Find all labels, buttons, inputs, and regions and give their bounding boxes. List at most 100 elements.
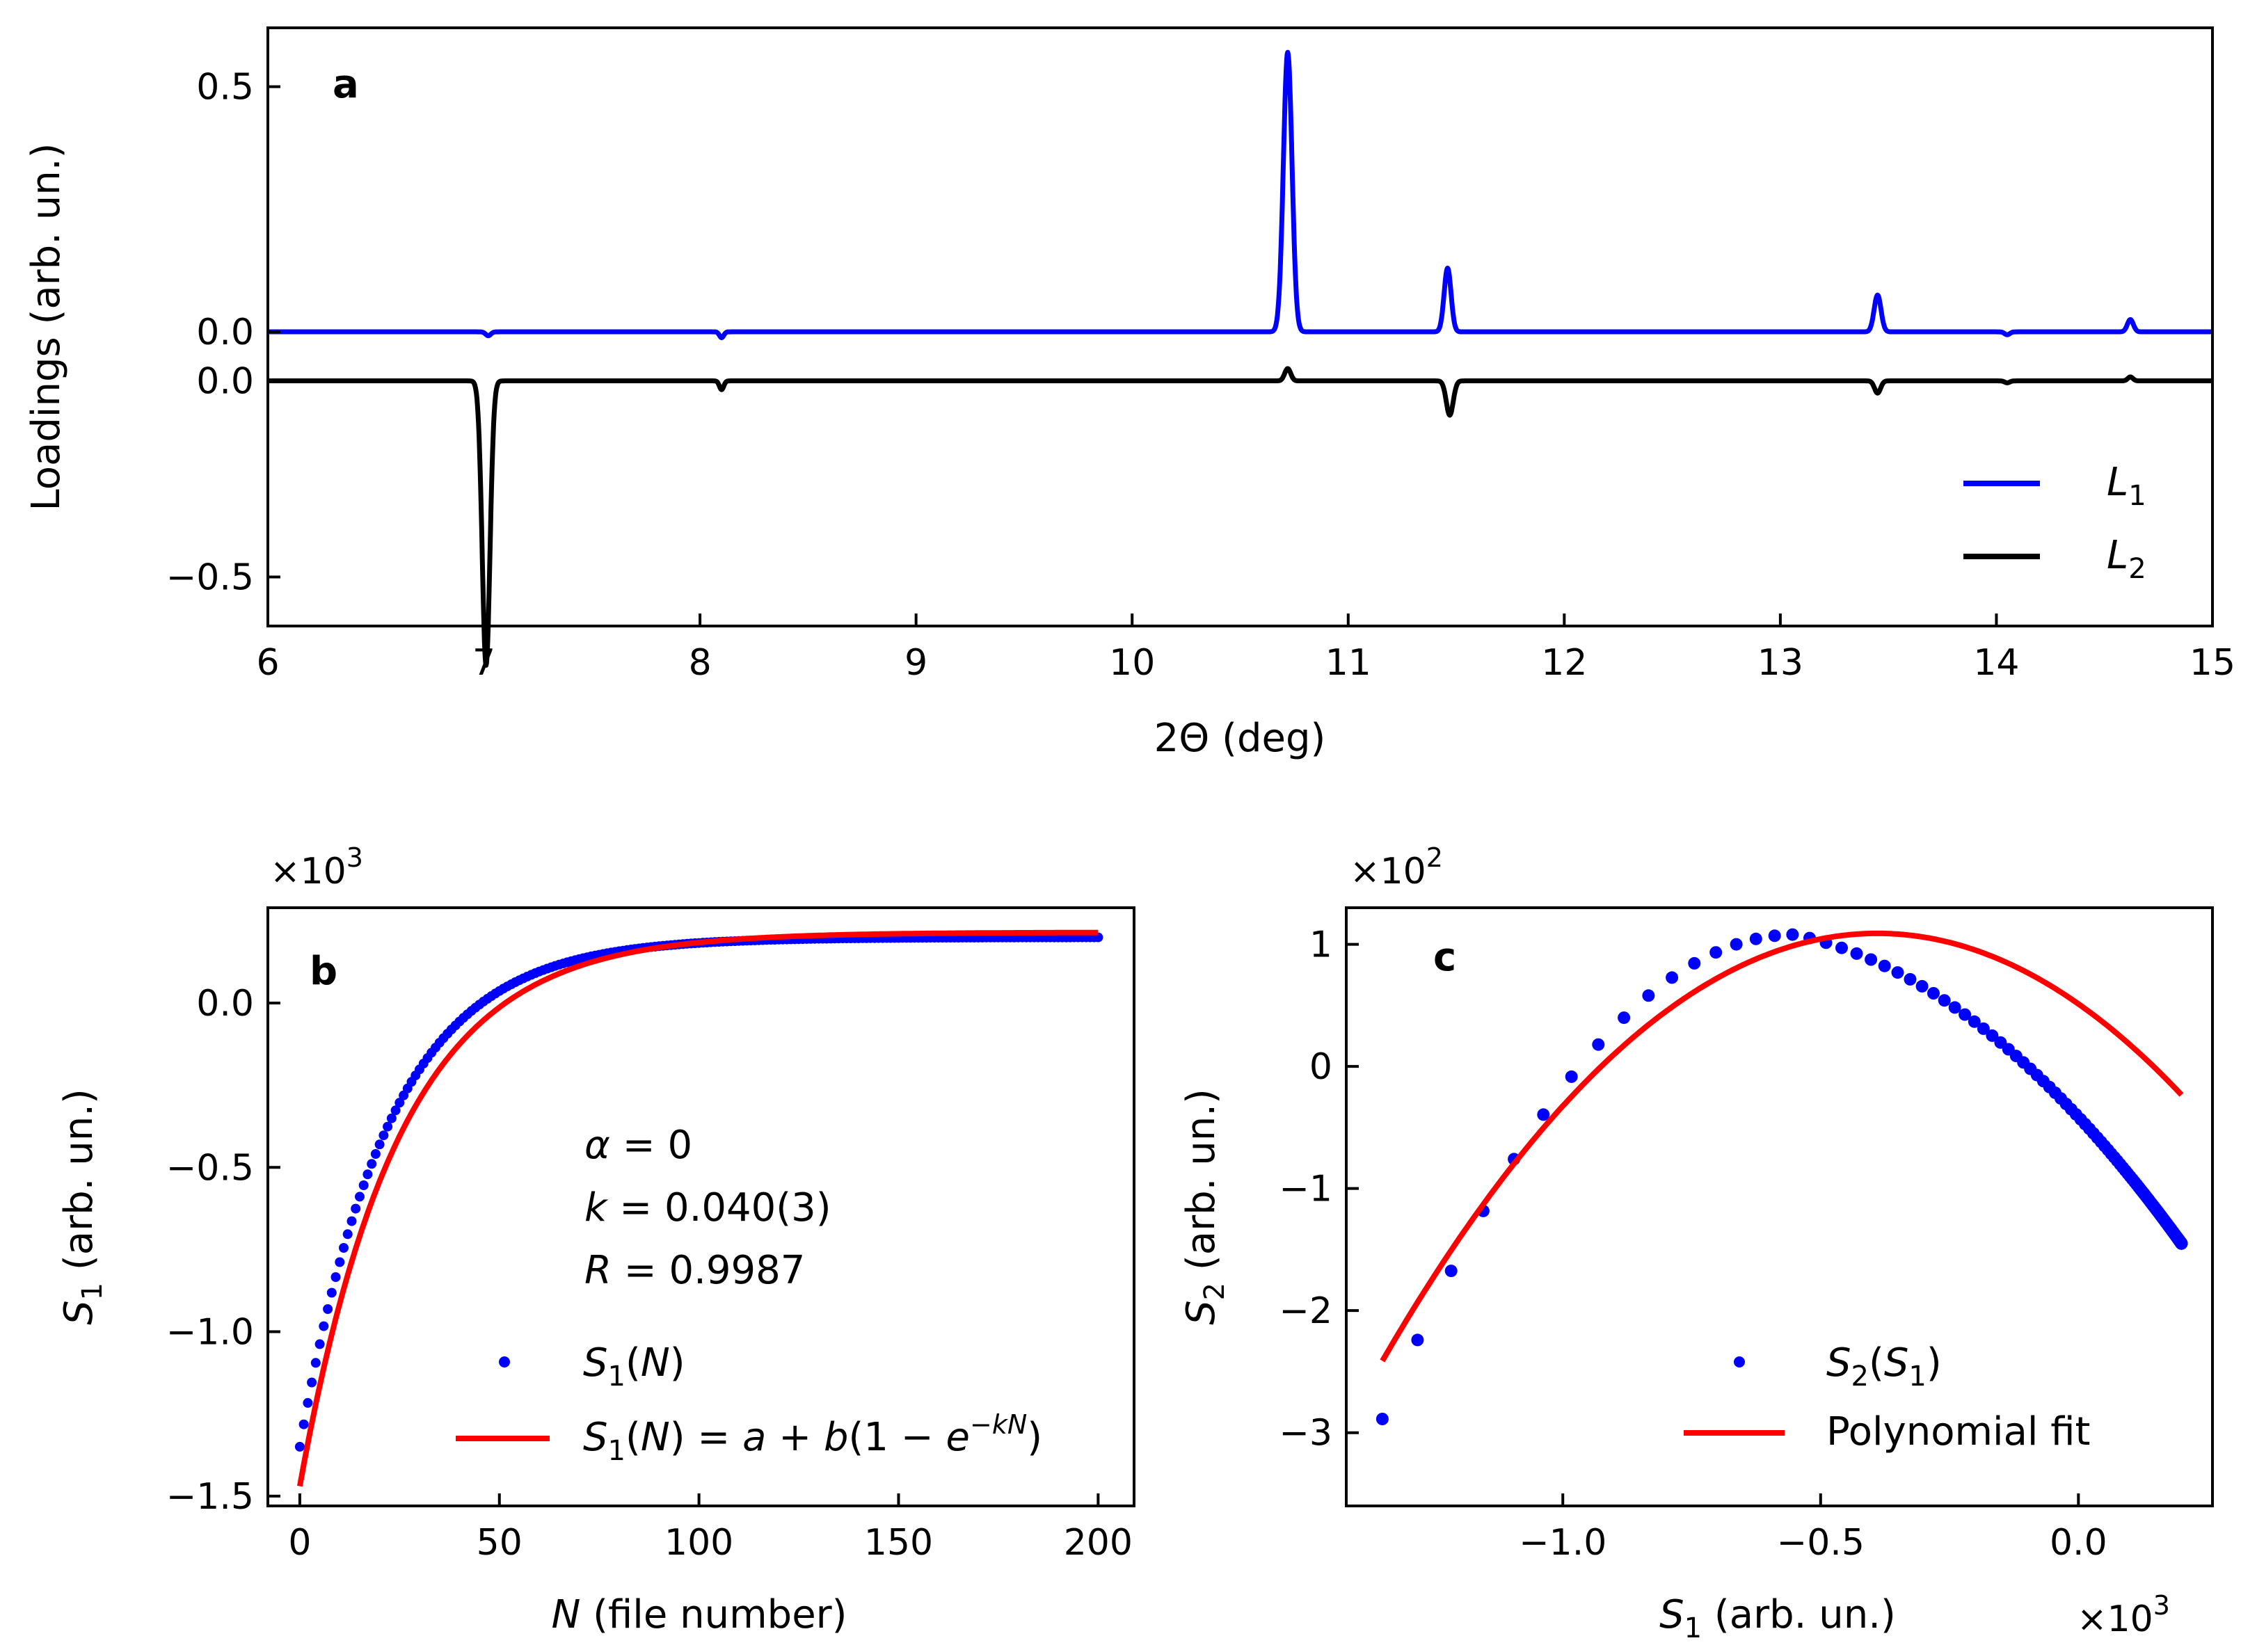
panel-a-y-axis-label: Loadings (arb. un.)	[24, 143, 69, 511]
panel-c-x-scale-factor: ×103	[2077, 1590, 2170, 1640]
panel-c-y-scale-factor: ×102	[1350, 842, 1443, 892]
data-point-s2s1	[1927, 987, 1940, 1000]
data-point-s1n	[294, 1441, 305, 1452]
data-point-s2s1	[1878, 959, 1891, 972]
panel-b-x-tick-label: 200	[1064, 1522, 1133, 1564]
panel-a-x-axis-label: 2Θ (deg)	[1154, 716, 1326, 761]
panel-b-y-ticks: 0.0 −0.5 −1.0 −1.5	[166, 983, 280, 1518]
panel-b-x-tick-label: 50	[477, 1522, 523, 1564]
panel-a-x-tick-label: 11	[1325, 642, 1371, 684]
data-point-s1n	[330, 1272, 341, 1282]
data-point-s1n	[386, 1113, 397, 1123]
legend-label-l1: L1	[2107, 460, 2146, 512]
panel-a-y-tick-label: 0.0	[196, 312, 254, 353]
data-point-s2s1	[1986, 1029, 1999, 1042]
panel-a-x-tick-label: 7	[472, 642, 495, 684]
data-point-s1n	[374, 1139, 385, 1150]
panel-c-y-axis-label: S2 (arb. un.)	[1179, 1089, 1231, 1325]
panel-b-x-ticks: 0 50 100 150 200	[288, 1493, 1133, 1564]
annotation-alpha: α = 0	[584, 1123, 692, 1168]
data-point-s1n	[310, 1358, 321, 1368]
panel-c: ×102 −1.0 −0.5 0.0 1 0 −1 −2 −3 c S2(S1) Polyn…	[1179, 842, 2214, 1644]
data-point-s2s1	[1835, 941, 1848, 954]
data-point-s1n	[362, 1169, 373, 1180]
data-point-s1n	[319, 1321, 329, 1331]
series-line-l1	[266, 49, 2215, 340]
data-point-s2s1	[1959, 1008, 1972, 1021]
series-line-l2	[266, 366, 2215, 668]
data-point-s1n	[339, 1243, 349, 1253]
data-point-s2s1	[1948, 1001, 1961, 1014]
panel-c-x-tick-label: 0.0	[2050, 1522, 2107, 1564]
data-point-s1n	[378, 1130, 389, 1141]
panel-a-x-tick-label: 6	[256, 642, 279, 684]
panel-b-y-tick-label: −1.0	[166, 1312, 254, 1354]
data-point-s2s1	[1938, 994, 1951, 1007]
panel-a-frame	[266, 26, 2214, 627]
panel-a-x-tick-label: 15	[2190, 642, 2235, 684]
panel-c-x-tick-label: −1.0	[1519, 1522, 1606, 1564]
panel-b-annotations: α = 0 k = 0.040(3) R = 0.9987	[584, 1123, 831, 1293]
data-point-s2s1	[1730, 938, 1743, 951]
data-point-s2s1	[1904, 972, 1917, 986]
panel-c-y-tick-label: 0	[1309, 1046, 1332, 1088]
legend-label-s1n: S1(N)	[583, 1340, 685, 1393]
panel-b-letter: b	[310, 949, 337, 994]
data-point-s1n	[383, 1121, 393, 1132]
data-point-s1n	[394, 1098, 405, 1108]
panel-a-x-tick-label: 9	[904, 642, 927, 684]
data-point-s1n	[390, 1105, 401, 1116]
panel-a-y-tick-label: 0.5	[196, 67, 254, 109]
panel-b-x-tick-label: 0	[288, 1522, 311, 1564]
panel-a-letter: a	[333, 62, 359, 107]
panel-a-x-tick-label: 8	[689, 642, 712, 684]
panel-c-y-tick-label: −3	[1279, 1413, 1332, 1454]
data-point-s1n	[351, 1203, 361, 1214]
panel-c-letter: c	[1433, 935, 1456, 980]
legend-label-fit-c: Polynomial fit	[1826, 1409, 2091, 1454]
legend-marker-s1n	[499, 1356, 510, 1368]
data-point-s2s1	[1618, 1011, 1631, 1025]
panel-c-y-tick-label: 1	[1309, 924, 1332, 966]
data-point-s2s1	[1977, 1022, 1990, 1035]
data-point-s1n	[335, 1257, 345, 1267]
data-point-s2s1	[1688, 956, 1701, 970]
panel-b-y-tick-label: −0.5	[166, 1147, 254, 1189]
panel-b: ×103 0 50 100 150 200 0.0 −0.5 −1.0 −1.5 b α = …	[56, 842, 1135, 1637]
data-point-s2s1	[1565, 1070, 1578, 1083]
legend-marker-s2s1	[1734, 1356, 1745, 1368]
panel-c-x-axis-label: S1 (arb. un.)	[1659, 1592, 1896, 1644]
panel-a-x-ticks: 6 7 8 9 10 11 12 13 14 15	[256, 614, 2235, 684]
data-point-s2s1	[1749, 932, 1762, 945]
panel-b-x-tick-label: 100	[664, 1522, 733, 1564]
data-point-s2s1	[1411, 1333, 1424, 1347]
panel-b-y-tick-label: −1.5	[166, 1476, 254, 1518]
annotation-r: R = 0.9987	[584, 1248, 805, 1293]
panel-c-x-ticks: −1.0 −0.5 0.0	[1519, 1493, 2107, 1564]
data-point-s2s1	[1642, 989, 1655, 1002]
panel-b-plot-area	[294, 929, 1103, 1487]
panel-b-frame	[266, 906, 1135, 1507]
fit-line-b	[296, 929, 1099, 1487]
data-point-s2s1	[1444, 1265, 1458, 1278]
data-point-s1n	[326, 1288, 337, 1298]
data-point-s2s1	[1786, 928, 1799, 941]
data-point-s2s1	[1850, 947, 1863, 960]
panel-b-x-axis-label: N (file number)	[551, 1592, 847, 1637]
data-point-s1n	[342, 1229, 353, 1240]
data-point-s2s1	[1375, 1413, 1389, 1425]
data-point-s2s1	[1537, 1108, 1550, 1121]
panel-c-plot-area	[1375, 928, 2188, 1425]
data-point-s2s1	[1709, 946, 1723, 959]
data-point-s1n	[370, 1149, 381, 1159]
panel-a-legend: L1 L2	[1963, 460, 2146, 585]
data-point-s1n	[358, 1180, 369, 1190]
data-point-s1n	[298, 1419, 309, 1429]
legend-label-fit-b: S1(N) = a + b(1 − e−kN)	[583, 1409, 1042, 1467]
panel-c-x-tick-label: −0.5	[1777, 1522, 1865, 1564]
panel-a: 6 7 8 9 10 11 12 13 14 15 0.5 0.0 0.0 −0.5 a 2Θ (deg…	[24, 26, 2235, 761]
panel-c-y-tick-label: −2	[1279, 1290, 1332, 1332]
panel-c-y-ticks: 1 0 −1 −2 −3	[1279, 924, 1359, 1454]
data-point-s2s1	[1666, 971, 1679, 984]
